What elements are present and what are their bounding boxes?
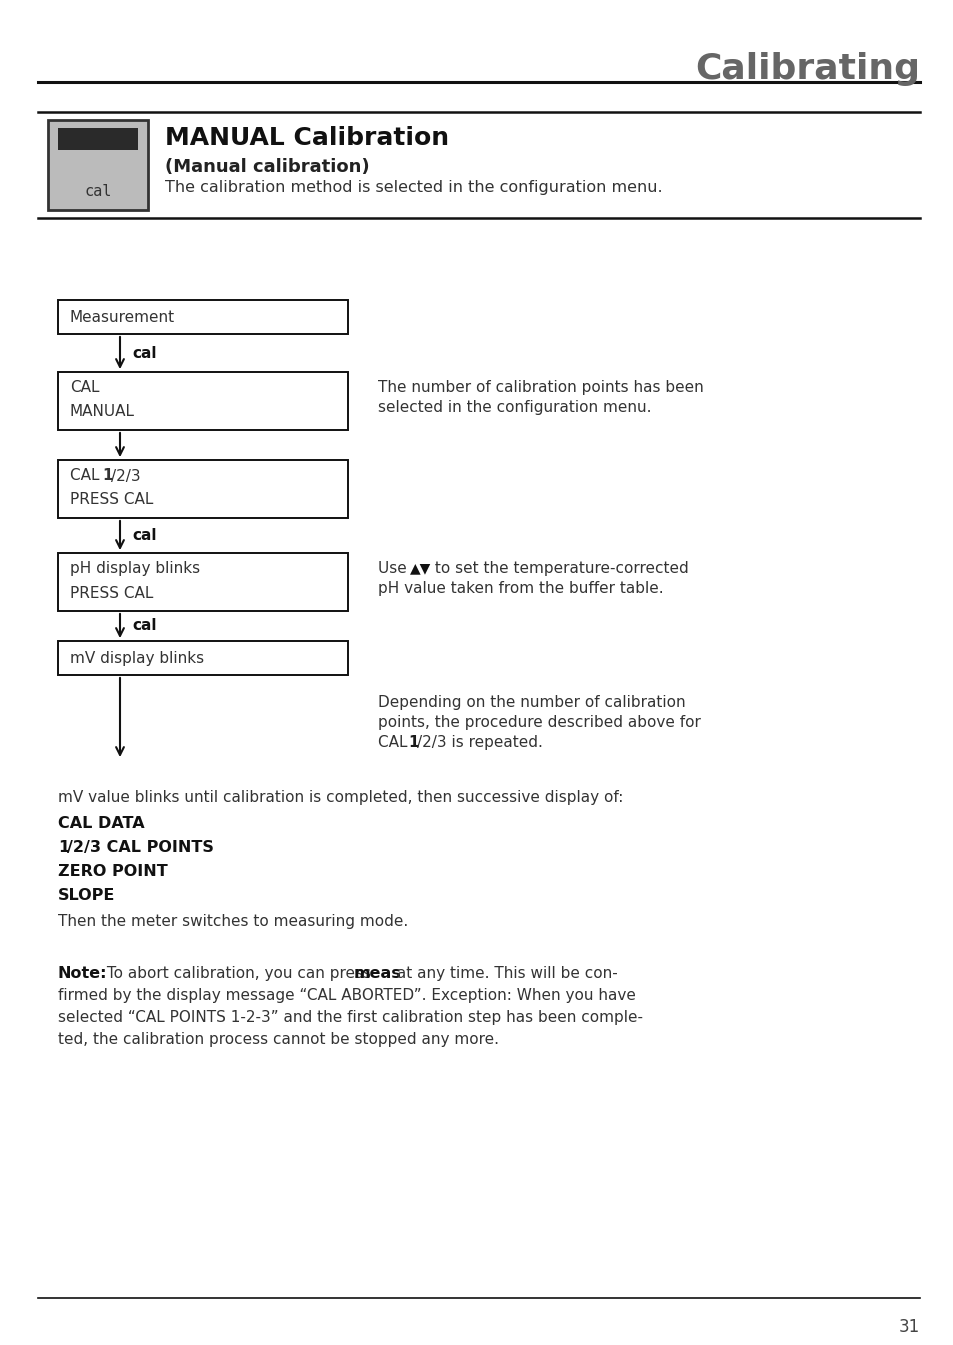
- Text: ZERO POINT: ZERO POINT: [58, 863, 168, 880]
- Text: cal: cal: [132, 527, 156, 542]
- Text: /2/3: /2/3: [111, 468, 140, 483]
- Bar: [58, 460, 348, 518]
- Text: ted, the calibration process cannot be stopped any more.: ted, the calibration process cannot be s…: [58, 1032, 498, 1046]
- Text: 1: 1: [408, 734, 418, 751]
- Text: CAL: CAL: [70, 468, 104, 483]
- Text: /2/3 CAL POINTS: /2/3 CAL POINTS: [67, 841, 213, 855]
- Bar: [48, 120, 148, 210]
- Text: firmed by the display message “CAL ABORTED”. Exception: When you have: firmed by the display message “CAL ABORT…: [58, 989, 636, 1003]
- Bar: [58, 128, 138, 151]
- Text: cal: cal: [84, 184, 112, 199]
- Text: Note:: Note:: [58, 966, 108, 981]
- Text: cal: cal: [132, 619, 156, 633]
- Text: ▲▼: ▲▼: [410, 561, 431, 576]
- Text: The number of calibration points has been: The number of calibration points has bee…: [377, 381, 703, 395]
- Text: Then the meter switches to measuring mode.: Then the meter switches to measuring mod…: [58, 915, 408, 929]
- Text: SLOPE: SLOPE: [58, 888, 115, 902]
- Text: mV value blinks until calibration is completed, then successive display of:: mV value blinks until calibration is com…: [58, 790, 622, 806]
- Text: 31: 31: [898, 1318, 919, 1336]
- Bar: [58, 553, 348, 611]
- Text: /2/3 is repeated.: /2/3 is repeated.: [416, 734, 542, 751]
- Text: PRESS CAL: PRESS CAL: [70, 585, 153, 600]
- Text: Use: Use: [377, 561, 411, 576]
- Text: cal: cal: [132, 346, 156, 360]
- Text: 1: 1: [102, 468, 112, 483]
- Text: CAL: CAL: [70, 381, 99, 395]
- Text: mV display blinks: mV display blinks: [70, 651, 204, 666]
- Text: (Manual calibration): (Manual calibration): [165, 157, 369, 176]
- Text: MANUAL: MANUAL: [70, 405, 135, 420]
- Text: PRESS CAL: PRESS CAL: [70, 492, 153, 507]
- Bar: [58, 642, 348, 675]
- Text: The calibration method is selected in the configuration menu.: The calibration method is selected in th…: [165, 180, 662, 195]
- Text: 1: 1: [58, 841, 69, 855]
- Text: Depending on the number of calibration: Depending on the number of calibration: [377, 695, 685, 710]
- Text: selected in the configuration menu.: selected in the configuration menu.: [377, 399, 651, 416]
- Text: meas: meas: [354, 966, 401, 981]
- Text: pH value taken from the buffer table.: pH value taken from the buffer table.: [377, 581, 663, 596]
- Text: points, the procedure described above for: points, the procedure described above fo…: [377, 716, 700, 730]
- Text: selected “CAL POINTS 1-2-3” and the first calibration step has been comple-: selected “CAL POINTS 1-2-3” and the firs…: [58, 1010, 642, 1025]
- Bar: [58, 373, 348, 430]
- Text: pH display blinks: pH display blinks: [70, 561, 200, 577]
- Text: MANUAL Calibration: MANUAL Calibration: [165, 126, 449, 151]
- Text: CAL DATA: CAL DATA: [58, 816, 145, 831]
- Text: to set the temperature-corrected: to set the temperature-corrected: [430, 561, 688, 576]
- Text: Measurement: Measurement: [70, 309, 175, 324]
- Text: CAL: CAL: [377, 734, 412, 751]
- Bar: [58, 300, 348, 334]
- Text: To abort calibration, you can press: To abort calibration, you can press: [102, 966, 375, 981]
- Text: Calibrating: Calibrating: [695, 52, 919, 86]
- Text: at any time. This will be con-: at any time. This will be con-: [392, 966, 618, 981]
